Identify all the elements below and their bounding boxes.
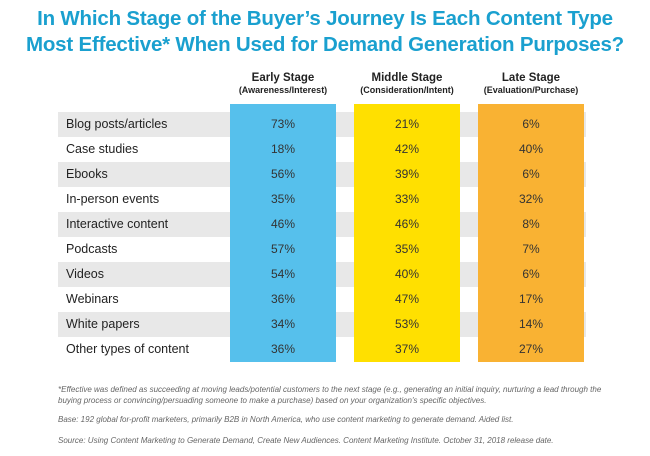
column-bar-3 [478,104,584,362]
column-header: Late Stage (Evaluation/Purchase) [456,72,606,96]
cell-value: 46% [394,217,420,231]
cell-value: 8% [522,217,540,231]
cell-value: 33% [394,192,420,206]
column-header-subtitle: (Awareness/Interest) [238,85,328,95]
cell-value: 36% [270,342,296,356]
cell-value: 35% [270,192,296,206]
column-header-name: Late Stage [501,72,561,84]
cell-value: 32% [518,192,544,206]
cell-value: 54% [270,267,296,281]
cell-value: 18% [270,142,296,156]
cell-value: 46% [270,217,296,231]
cell-value: 36% [270,292,296,306]
footnote-source: Source: Using Content Marketing to Gener… [58,436,554,445]
row-label: In-person events [66,192,160,206]
column-header-name: Early Stage [251,72,315,84]
cell-value: 37% [394,342,420,356]
cell-value: 21% [394,117,420,131]
cell-value: 17% [518,292,544,306]
cell-value: 34% [270,317,296,331]
row-label: Case studies [66,142,139,156]
cell-value: 56% [270,167,296,181]
row-label: Blog posts/articles [66,117,168,131]
row-label: Ebooks [66,167,108,181]
column-header-name: Middle Stage [371,72,443,84]
footnote-effective-definition: *Effective was defined as succeeding at … [58,385,602,405]
cell-value: 6% [522,167,540,181]
column-header-subtitle: (Evaluation/Purchase) [483,85,579,95]
cell-value: 7% [522,242,540,256]
cell-value: 35% [394,242,420,256]
row-label: Other types of content [66,342,189,356]
column-header-subtitle: (Consideration/Intent) [360,85,454,95]
cell-value: 40% [518,142,544,156]
cell-value: 73% [270,117,296,131]
cell-value: 47% [394,292,420,306]
row-label: Interactive content [66,217,169,231]
cell-value: 6% [522,267,540,281]
column-header: Middle Stage (Consideration/Intent) [332,72,482,96]
column-bar-1 [230,104,336,362]
cell-value: 42% [394,142,420,156]
cell-value: 57% [270,242,296,256]
column-header: Early Stage (Awareness/Interest) [208,72,358,96]
chart-title-line-2: Most Effective* When Used for Demand Gen… [25,33,624,56]
cell-value: 39% [394,167,420,181]
chart-title: In Which Stage of the Buyer’s Journey Is… [0,6,650,58]
column-bar-2 [354,104,460,362]
row-label: Podcasts [66,242,118,256]
cell-value: 40% [394,267,420,281]
row-label: Webinars [66,292,119,306]
row-label: White papers [66,317,140,331]
cell-value: 6% [522,117,540,131]
row-label: Videos [66,267,104,281]
cell-value: 14% [518,317,544,331]
cell-value: 27% [518,342,544,356]
chart-title-line-1: In Which Stage of the Buyer’s Journey Is… [37,7,613,30]
footnote-base: Base: 192 global for-profit marketers, p… [58,415,514,424]
cell-value: 53% [394,317,420,331]
